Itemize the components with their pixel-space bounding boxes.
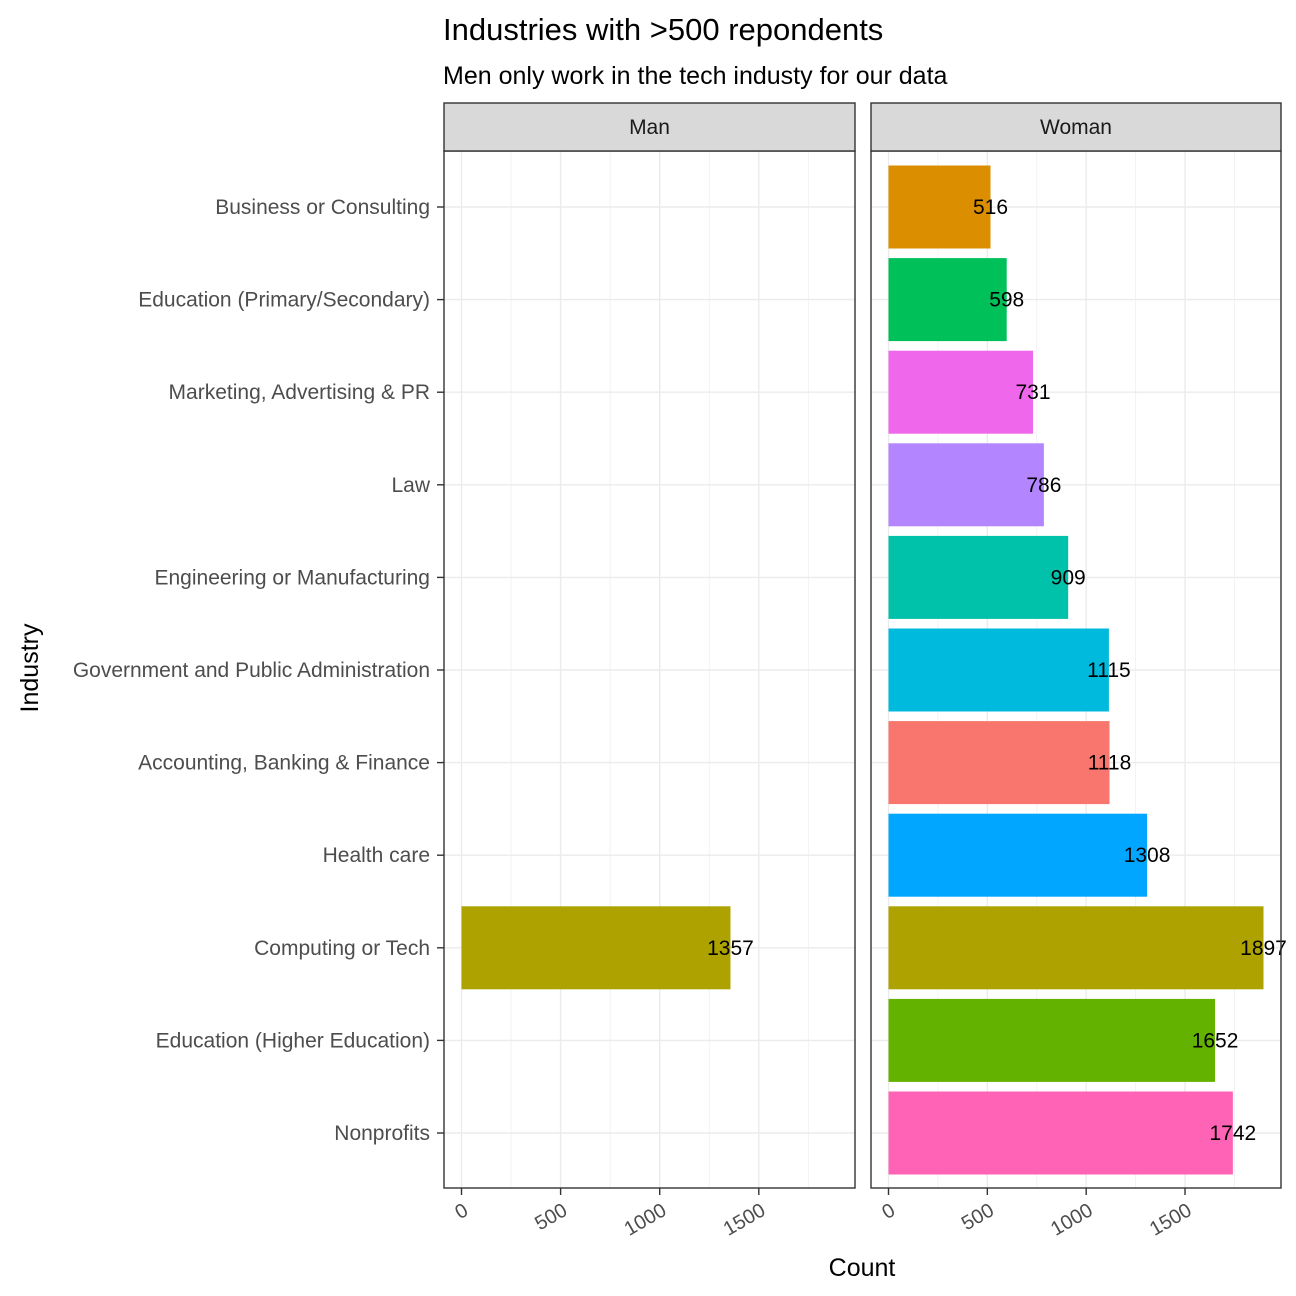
data-label-woman-nonprofits: 1742 [1210,1122,1257,1145]
chart-subtitle: Men only work in the tech industy for ou… [443,62,948,90]
x-tick-label-woman-500: 500 [958,1199,998,1235]
y-tick-label-education-higher-education: Education (Higher Education) [156,1029,430,1052]
plot-layer: 1357 Man 0 500 1000 1500 516 598 731 786 909 1115 11… [73,102,1287,1241]
facet-strip-woman [870,102,1282,152]
bar-woman-government-and-public-administration [888,628,1109,712]
bar-woman-law [888,443,1044,527]
x-tick-label-man-1000: 1000 [621,1199,671,1240]
data-label-woman-law: 786 [1026,474,1061,497]
y-tick-label-computing-or-tech: Computing or Tech [254,937,430,960]
y-tick-label-engineering-or-manufacturing: Engineering or Manufacturing [154,566,430,589]
data-label-woman-government-and-public-administration: 1115 [1087,659,1131,682]
facet-strip-label-man: Man [629,116,670,139]
y-tick-label-marketing-advertising-pr: Marketing, Advertising & PR [169,381,430,404]
x-tick-label-man-1500: 1500 [720,1199,770,1240]
bar-woman-nonprofits [888,1091,1233,1175]
y-tick-label-law: Law [391,474,430,497]
bar-man-computing-or-tech [461,906,731,990]
y-tick-label-education-primary-secondary: Education (Primary/Secondary) [138,289,430,312]
data-label-woman-marketing-advertising-pr: 731 [1015,381,1050,404]
bar-woman-computing-or-tech [888,906,1264,990]
data-label-man-computing-or-tech: 1357 [707,937,754,960]
x-tick-label-woman-0: 0 [878,1199,899,1224]
data-label-woman-education-higher-education: 1652 [1192,1029,1239,1052]
data-label-woman-education-primary-secondary: 598 [989,289,1024,312]
x-axis-title: Count [829,1254,896,1282]
x-tick-label-man-0: 0 [451,1199,472,1224]
data-label-woman-health-care: 1308 [1124,844,1171,867]
facet-strip-label-woman: Woman [1040,116,1112,139]
chart-title: Industries with >500 repondents [443,12,883,47]
x-tick-label-woman-1000: 1000 [1047,1199,1097,1240]
data-label-woman-engineering-or-manufacturing: 909 [1051,566,1086,589]
x-tick-label-man-500: 500 [531,1199,571,1235]
bar-woman-health-care [888,813,1148,897]
y-tick-label-nonprofits: Nonprofits [334,1122,430,1145]
bar-woman-marketing-advertising-pr [888,350,1034,434]
data-label-woman-accounting-banking-finance: 1118 [1088,752,1132,775]
y-tick-label-accounting-banking-finance: Accounting, Banking & Finance [138,752,430,775]
bar-woman-education-higher-education [888,998,1216,1082]
y-tick-label-government-and-public-administration: Government and Public Administration [73,659,430,682]
bar-woman-business-or-consulting [888,165,991,249]
bar-woman-accounting-banking-finance [888,721,1110,805]
data-label-woman-computing-or-tech: 1897 [1240,937,1287,960]
y-tick-label-business-or-consulting: Business or Consulting [215,196,430,219]
bar-woman-education-primary-secondary [888,258,1007,342]
bar-woman-engineering-or-manufacturing [888,535,1069,619]
x-tick-label-woman-1500: 1500 [1146,1199,1196,1240]
y-tick-label-health-care: Health care [323,844,430,867]
facet-strip-man [443,102,856,152]
data-label-woman-business-or-consulting: 516 [973,196,1008,219]
y-axis-title: Industry [16,623,44,712]
